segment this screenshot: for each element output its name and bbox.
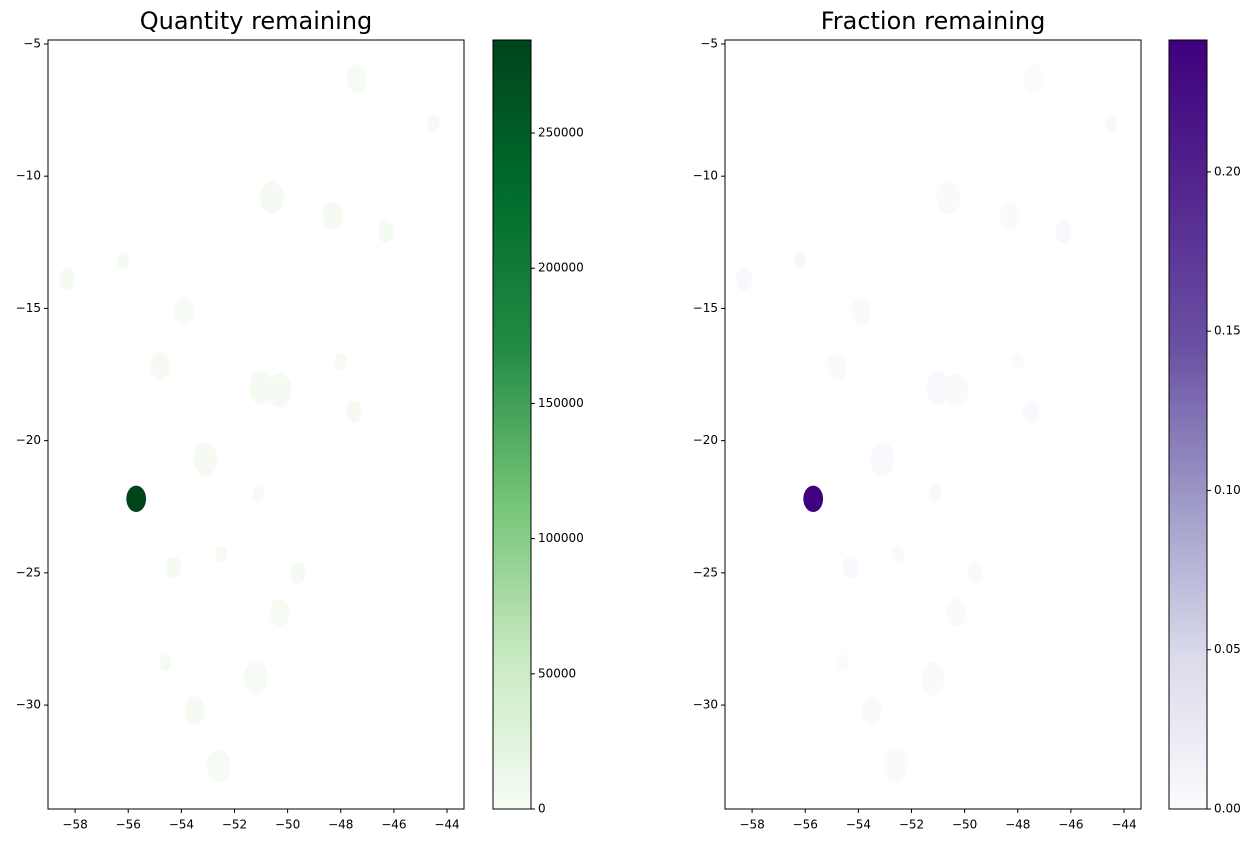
region [215,545,228,563]
region [870,442,895,476]
colorbar-tick-label: 200000 [538,261,584,275]
axes-frame [47,39,465,810]
x-tick-label: −48 [1005,818,1030,832]
x-tick-label: −44 [434,818,459,832]
region [159,654,172,672]
region [249,370,274,405]
region [851,297,872,326]
region [836,654,849,672]
region [920,661,945,696]
colorbar-tick-label: 0.05 [1214,642,1241,656]
colorbar-tick-label: 0.20 [1214,164,1241,178]
x-tick-label: −46 [381,818,406,832]
chart-title: Fraction remaining [821,7,1046,35]
x-tick-label: −52 [899,818,924,832]
x-tick-label: −54 [846,818,871,832]
y-tick-label: −20 [693,433,718,447]
region [1023,400,1040,423]
y-tick-label: −30 [693,698,718,712]
colorbar-tick-label: 0 [538,802,546,816]
y-tick-label: −25 [16,565,41,579]
y-tick-label: −30 [16,698,41,712]
region [827,352,848,381]
region [252,485,265,502]
colorbar [492,39,532,810]
y-tick-label: −25 [693,565,718,579]
region [184,696,205,725]
chart-title: Quantity remaining [140,7,373,35]
region [803,485,824,513]
region [346,400,363,423]
region [150,352,171,381]
region [861,696,882,725]
region [1104,114,1117,132]
x-tick-label: −56 [116,818,141,832]
y-tick-label: −15 [16,301,41,315]
x-tick-label: −46 [1058,818,1083,832]
region [174,297,195,326]
region [946,598,967,627]
region [267,373,292,408]
x-tick-label: −44 [1111,818,1136,832]
region [944,373,969,408]
region [1011,352,1024,370]
region [290,561,307,585]
region [967,561,984,585]
colorbar-tick-label: 0.00 [1214,802,1241,816]
y-tick-label: −5 [700,36,718,50]
region [736,268,753,291]
x-tick-label: −58 [739,818,764,832]
colorbar-tick-label: 150000 [538,396,584,410]
region [243,661,268,696]
region [999,201,1020,230]
y-tick-label: −5 [23,36,41,50]
region [1054,220,1071,243]
region [929,485,942,502]
x-tick-label: −50 [275,818,300,832]
region [842,556,859,579]
region [116,252,129,270]
region [193,442,218,476]
region [936,180,961,215]
x-tick-label: −54 [169,818,194,832]
axes-frame [724,39,1142,810]
y-tick-label: −10 [16,169,41,183]
region [165,556,182,579]
x-tick-label: −50 [952,818,977,832]
region [926,370,951,405]
x-tick-label: −52 [222,818,247,832]
region [334,352,347,370]
region [346,64,367,93]
x-tick-label: −56 [793,818,818,832]
colorbar-tick-label: 100000 [538,531,584,545]
region [206,749,231,783]
region [883,749,908,783]
x-tick-label: −48 [328,818,353,832]
colorbar-tick-label: 0.10 [1214,483,1241,497]
region [126,485,147,513]
region [322,201,343,230]
x-tick-label: −58 [62,818,87,832]
y-tick-label: −20 [16,433,41,447]
colorbar-tick-label: 0.15 [1214,324,1241,338]
region [269,598,290,627]
y-tick-label: −15 [693,301,718,315]
region [1023,64,1044,93]
region [259,180,284,215]
colorbar-tick-label: 250000 [538,126,584,140]
region [59,268,76,291]
y-tick-label: −10 [693,169,718,183]
region [892,545,905,563]
region [377,220,394,243]
region [793,252,806,270]
colorbar-tick-label: 50000 [538,666,576,680]
region [427,114,440,132]
colorbar [1168,39,1208,810]
